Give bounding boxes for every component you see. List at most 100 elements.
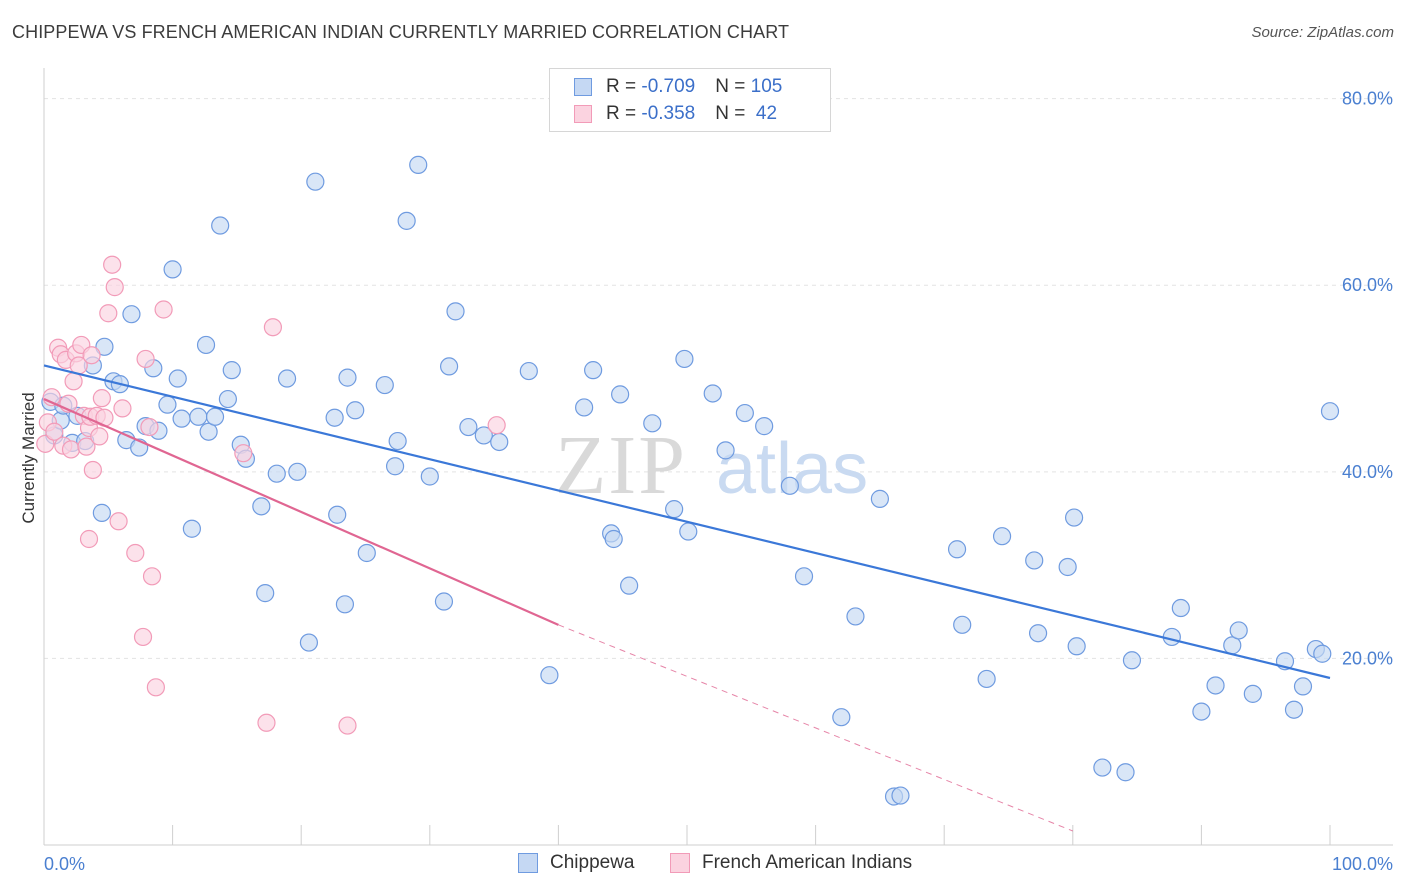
data-point bbox=[675, 349, 694, 369]
data-point bbox=[446, 302, 465, 321]
data-point bbox=[142, 567, 162, 586]
data-point bbox=[211, 216, 230, 235]
legend-swatch-french bbox=[574, 105, 592, 123]
data-point bbox=[643, 414, 662, 433]
data-point bbox=[163, 260, 182, 279]
data-point bbox=[611, 385, 630, 404]
source-label: Source: ZipAtlas.com bbox=[1251, 24, 1394, 41]
x-tick-label: 100.0% bbox=[1332, 854, 1393, 874]
data-point bbox=[95, 337, 114, 356]
data-point bbox=[474, 426, 493, 445]
data-point bbox=[189, 407, 208, 426]
data-point bbox=[1320, 402, 1340, 421]
data-point bbox=[92, 389, 111, 408]
data-point bbox=[947, 540, 967, 559]
data-point bbox=[604, 529, 623, 549]
data-point bbox=[205, 407, 225, 426]
data-point bbox=[1162, 627, 1181, 647]
data-point bbox=[105, 278, 124, 297]
data-point bbox=[870, 489, 890, 508]
y-tick-label: 40.0% bbox=[1342, 462, 1393, 482]
data-point bbox=[832, 708, 851, 727]
data-point bbox=[584, 361, 603, 380]
data-point bbox=[487, 416, 506, 435]
stats-legend: R = -0.709 N = 105 R = -0.358 N = 42 bbox=[549, 68, 831, 132]
legend-n-label: N = bbox=[715, 76, 751, 97]
data-point bbox=[306, 172, 325, 191]
axes bbox=[43, 68, 1393, 846]
data-point bbox=[357, 543, 376, 563]
data-point bbox=[99, 304, 118, 323]
data-point bbox=[79, 529, 99, 549]
chart-title: CHIPPEWA VS FRENCH AMERICAN INDIAN CURRE… bbox=[12, 22, 790, 42]
watermark-zip: ZIP bbox=[555, 419, 687, 512]
y-axis-label: Currently Married bbox=[19, 392, 38, 523]
data-point bbox=[256, 584, 275, 603]
data-point bbox=[77, 437, 96, 456]
data-point bbox=[420, 467, 439, 486]
legend-n-value: 105 bbox=[750, 76, 783, 97]
data-point bbox=[1313, 644, 1332, 663]
data-point bbox=[267, 464, 286, 483]
data-point bbox=[338, 368, 357, 387]
trend-line bbox=[43, 364, 1331, 680]
data-point bbox=[218, 389, 237, 409]
data-point bbox=[1122, 651, 1142, 670]
data-point bbox=[1243, 684, 1262, 703]
data-point bbox=[434, 592, 454, 611]
y-tick-label: 60.0% bbox=[1342, 275, 1393, 295]
data-point bbox=[375, 375, 394, 395]
data-point bbox=[409, 155, 428, 174]
data-point bbox=[126, 543, 145, 563]
data-point bbox=[1064, 508, 1084, 527]
data-point bbox=[1284, 700, 1304, 719]
data-point bbox=[346, 401, 365, 420]
data-point bbox=[1093, 758, 1112, 777]
data-point bbox=[338, 716, 357, 735]
data-point bbox=[846, 607, 865, 626]
data-point bbox=[172, 409, 191, 428]
series-legend-chippewa: Chippewa bbox=[518, 852, 635, 874]
data-point bbox=[703, 384, 722, 403]
x-tick-label: 0.0% bbox=[44, 854, 85, 874]
data-point bbox=[168, 369, 187, 388]
data-point bbox=[113, 399, 132, 418]
series-legend: Chippewa French American Indians bbox=[0, 852, 1406, 878]
tick-labels: 20.0% 40.0% 60.0% 80.0% 0.0% 100.0% bbox=[44, 89, 1393, 874]
watermark-atlas: atlas bbox=[716, 429, 868, 509]
data-point bbox=[1025, 551, 1044, 570]
data-point bbox=[1192, 702, 1211, 721]
data-point bbox=[385, 457, 405, 476]
data-point bbox=[154, 300, 173, 319]
series-legend-french: French American Indians bbox=[670, 852, 912, 874]
legend-n-label: N = bbox=[715, 103, 751, 124]
series-label-french: French American Indians bbox=[702, 852, 913, 873]
y-tick-label: 80.0% bbox=[1342, 89, 1393, 109]
data-point bbox=[64, 372, 83, 391]
legend-swatch-chippewa bbox=[574, 78, 592, 96]
data-point bbox=[679, 522, 698, 541]
data-point bbox=[1058, 557, 1077, 577]
data-point bbox=[263, 318, 283, 337]
legend-row-french: R = -0.358 N = 42 bbox=[574, 102, 777, 126]
data-point bbox=[1229, 621, 1248, 640]
data-point bbox=[519, 361, 538, 381]
series-swatch-french bbox=[670, 853, 690, 873]
data-point bbox=[794, 567, 814, 586]
data-point bbox=[103, 255, 122, 274]
data-point bbox=[388, 431, 407, 451]
data-point bbox=[92, 503, 111, 522]
data-point bbox=[61, 440, 81, 459]
y-tick-label: 20.0% bbox=[1342, 648, 1393, 668]
data-point bbox=[992, 527, 1012, 546]
data-point bbox=[252, 497, 271, 516]
data-point bbox=[891, 786, 910, 805]
data-point bbox=[735, 403, 754, 423]
data-point bbox=[977, 669, 996, 689]
data-point bbox=[234, 444, 253, 463]
data-point bbox=[146, 678, 165, 697]
data-point bbox=[288, 462, 307, 481]
data-point bbox=[953, 615, 972, 634]
data-point bbox=[1293, 677, 1313, 696]
